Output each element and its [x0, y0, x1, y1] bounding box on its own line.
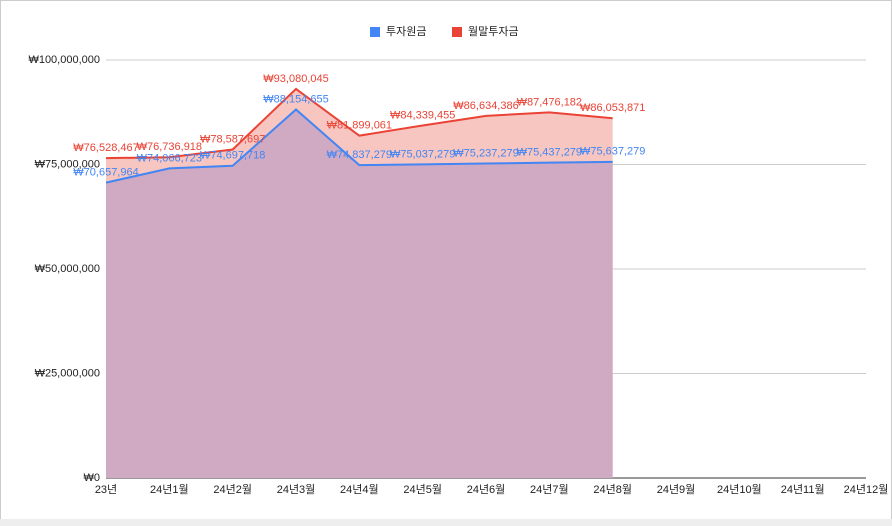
- data-label: ₩86,634,386: [453, 100, 518, 112]
- data-label: ₩76,736,918: [137, 141, 202, 153]
- series-line: [105, 108, 613, 184]
- x-tick-label: 24년10월: [717, 483, 762, 496]
- data-label: ₩75,437,279: [517, 147, 582, 159]
- x-tick-label: 24년3월: [277, 483, 316, 496]
- data-label: ₩78,587,697: [200, 133, 265, 145]
- x-tick-label: 24년4월: [340, 483, 379, 496]
- y-tick-label: ₩25,000,000: [35, 367, 100, 379]
- data-label: ₩70,657,964: [73, 167, 138, 179]
- data-label: ₩74,837,279: [327, 149, 392, 161]
- data-label: ₩84,339,455: [390, 109, 455, 121]
- data-label: ₩88,154,655: [263, 93, 328, 105]
- y-tick-label: ₩75,000,000: [35, 158, 100, 170]
- data-label: ₩87,476,182: [517, 96, 582, 108]
- legend-swatch: [452, 27, 462, 37]
- data-label: ₩74,697,718: [200, 150, 265, 162]
- data-label: ₩75,637,279: [580, 146, 645, 158]
- bottom-strip: [0, 519, 892, 526]
- x-tick-label: 24년1월: [150, 483, 189, 496]
- data-label: ₩76,528,467: [73, 142, 138, 154]
- x-tick-label: 24년5월: [403, 483, 442, 496]
- data-label: ₩81,899,061: [327, 120, 392, 132]
- data-label: ₩75,037,279: [390, 148, 455, 160]
- series-line: [105, 87, 613, 160]
- legend-label: 투자원금: [386, 25, 426, 38]
- x-tick-label: 24년8월: [593, 483, 632, 496]
- x-tick-label: 24년6월: [467, 483, 506, 496]
- legend-swatch: [370, 27, 380, 37]
- x-tick-label: 24년2월: [213, 483, 252, 496]
- x-tick-label: 24년12월: [844, 483, 889, 496]
- data-label: ₩74,066,723: [137, 152, 202, 164]
- x-tick-label: 24년9월: [657, 483, 696, 496]
- area-fill: [106, 109, 613, 478]
- data-label: ₩75,237,279: [453, 147, 518, 159]
- y-tick-label: ₩50,000,000: [35, 263, 100, 275]
- x-tick-label: 24년11월: [781, 483, 825, 496]
- x-tick-label: 23년: [95, 483, 117, 496]
- data-label: ₩93,080,045: [263, 73, 328, 85]
- legend-label: 월말투자금: [468, 25, 519, 38]
- data-label: ₩86,053,871: [580, 102, 645, 114]
- y-tick-label: ₩100,000,000: [28, 54, 100, 66]
- y-tick-label: ₩0: [84, 472, 101, 484]
- x-tick-label: 24년7월: [530, 483, 569, 496]
